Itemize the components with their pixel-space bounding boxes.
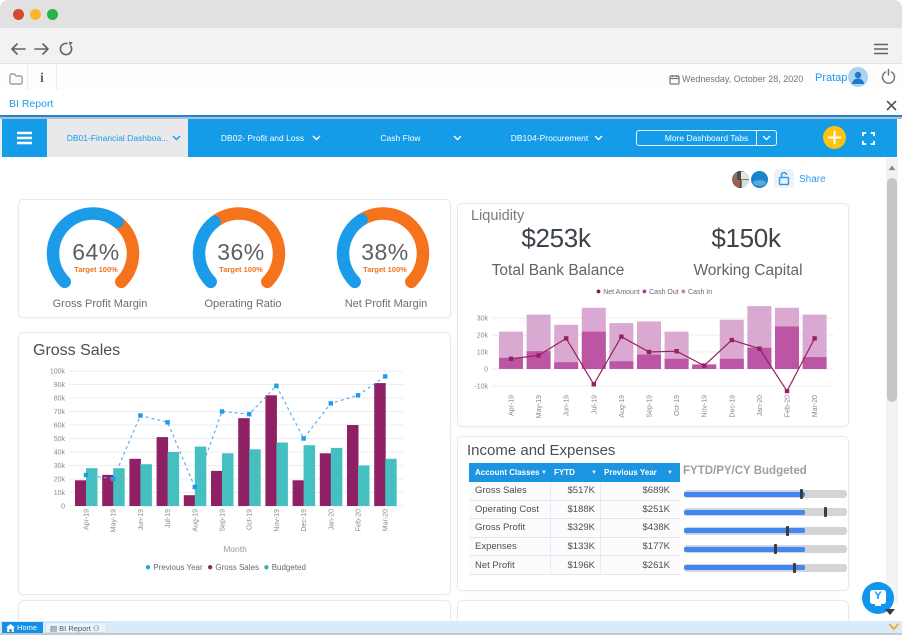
svg-text:Jun-19: Jun-19 (564, 395, 571, 417)
svg-text:30k: 30k (54, 463, 66, 470)
svg-text:Jan-20: Jan-20 (328, 509, 335, 531)
svg-text:Month: Month (223, 544, 247, 554)
svg-text:Jun-19: Jun-19 (138, 509, 145, 531)
svg-text:30k: 30k (477, 316, 489, 323)
svg-text:-10k: -10k (474, 384, 488, 391)
svg-text:Nov-19: Nov-19 (274, 509, 281, 532)
svg-text:70k: 70k (54, 409, 66, 416)
svg-text:May-19: May-19 (536, 395, 543, 418)
svg-text:Mar-20: Mar-20 (812, 395, 819, 417)
svg-text:Dec-19: Dec-19 (301, 509, 308, 532)
svg-text:90k: 90k (54, 382, 66, 389)
svg-text:10k: 10k (477, 350, 489, 357)
svg-text:Oct-19: Oct-19 (674, 395, 681, 416)
svg-text:Mar-20: Mar-20 (383, 509, 390, 531)
svg-text:May-19: May-19 (111, 509, 118, 532)
svg-text:Apr-19: Apr-19 (84, 509, 91, 530)
svg-text:40k: 40k (54, 450, 66, 457)
svg-text:80k: 80k (54, 396, 66, 403)
svg-text:0: 0 (61, 504, 65, 511)
svg-text:20k: 20k (54, 477, 66, 484)
svg-text:0: 0 (484, 367, 488, 374)
svg-text:100k: 100k (50, 369, 66, 376)
svg-text:Jul-19: Jul-19 (165, 509, 172, 528)
svg-text:Feb-20: Feb-20 (356, 509, 363, 531)
svg-text:Aug-19: Aug-19 (192, 509, 199, 532)
svg-text:Jan-20: Jan-20 (757, 395, 764, 417)
svg-text:Dec-19: Dec-19 (729, 395, 736, 418)
svg-text:Sep-19: Sep-19 (220, 509, 227, 532)
svg-text:Oct-19: Oct-19 (247, 509, 254, 530)
svg-text:Apr-19: Apr-19 (509, 395, 516, 416)
svg-text:60k: 60k (54, 423, 66, 430)
svg-text:Sep-19: Sep-19 (647, 395, 654, 418)
svg-text:50k: 50k (54, 436, 66, 443)
svg-text:10k: 10k (54, 490, 66, 497)
svg-text:Jul-19: Jul-19 (591, 395, 598, 414)
svg-text:Feb-20: Feb-20 (785, 395, 792, 417)
svg-text:Aug-19: Aug-19 (619, 395, 626, 418)
svg-text:20k: 20k (477, 333, 489, 340)
svg-text:Nov-19: Nov-19 (702, 395, 709, 418)
